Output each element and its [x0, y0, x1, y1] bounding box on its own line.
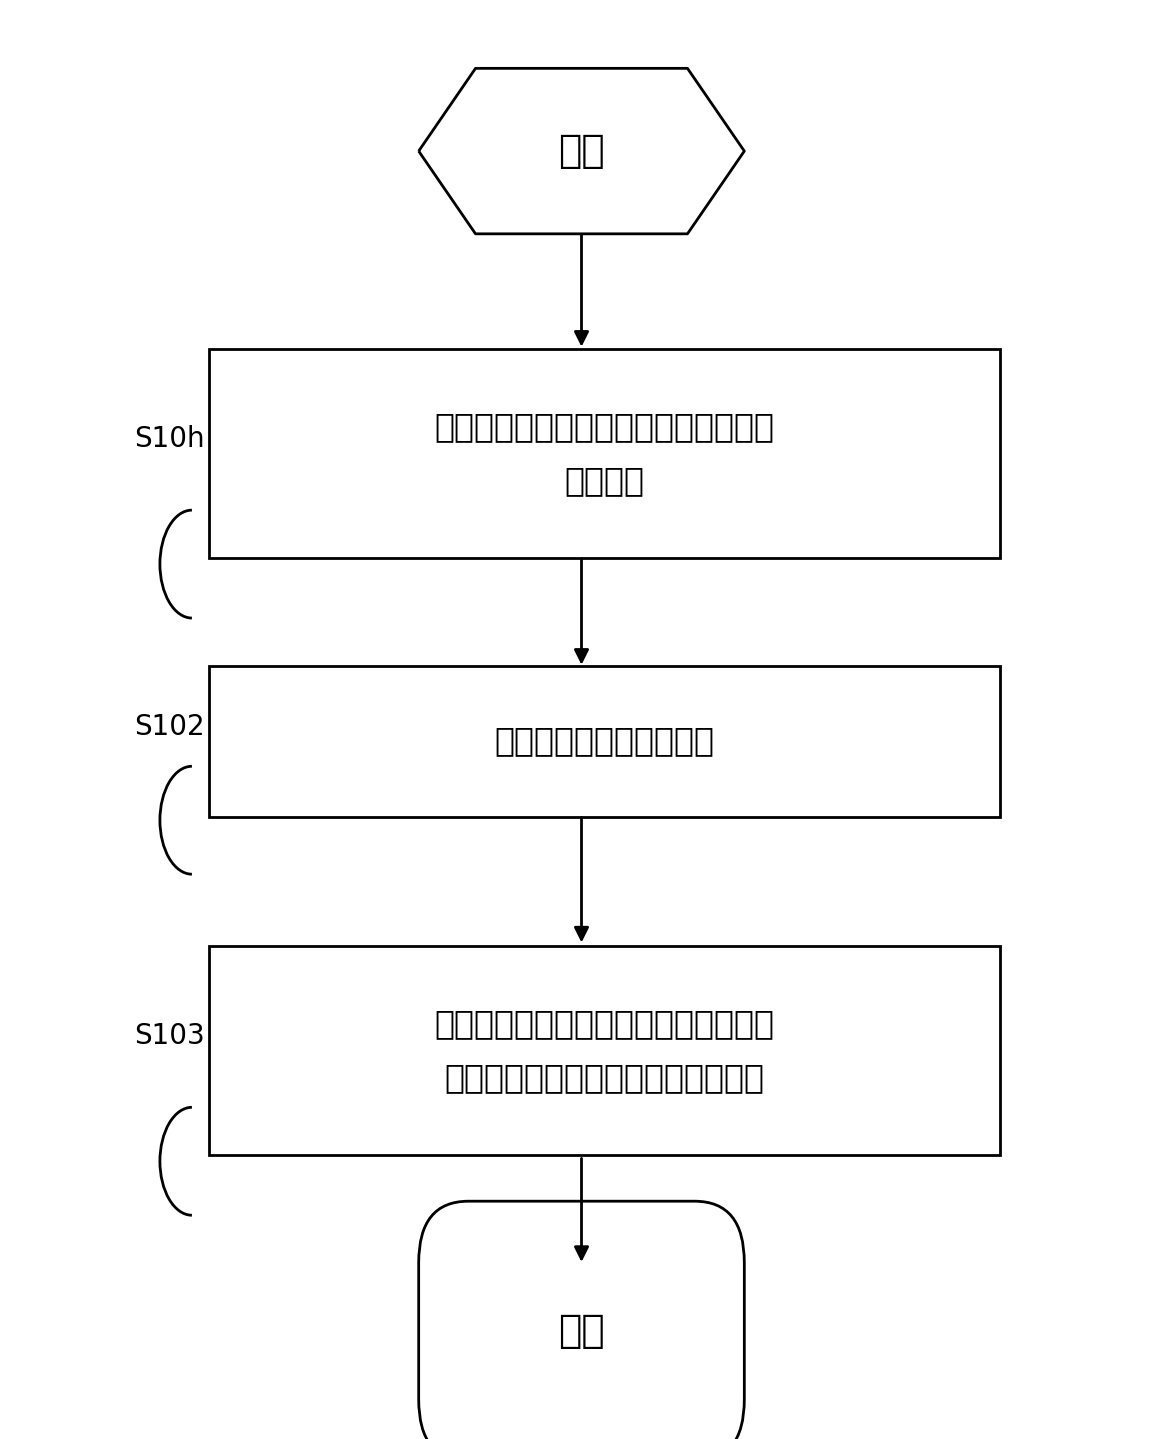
Text: 获取预先设定的参数阈值: 获取预先设定的参数阈值 [494, 725, 715, 757]
Text: 开始: 开始 [558, 132, 605, 170]
Text: 根据运行数据以及参数阈值判定超临界
直流前后墙对冲锅炉炉底的漏风情况: 根据运行数据以及参数阈值判定超临界 直流前后墙对冲锅炉炉底的漏风情况 [435, 1007, 775, 1094]
Bar [209, 350, 1000, 557]
FancyBboxPatch shape [419, 1202, 744, 1439]
Text: 结束: 结束 [558, 1312, 605, 1350]
Text: 获取超临界直流前后墙对冲锅炉炉底的
运行数据: 获取超临界直流前后墙对冲锅炉炉底的 运行数据 [435, 410, 775, 496]
Bar [209, 666, 1000, 817]
Bar [209, 947, 1000, 1154]
Text: S102: S102 [134, 712, 205, 741]
Text: S10h: S10h [134, 425, 205, 453]
Text: S103: S103 [134, 1022, 205, 1050]
